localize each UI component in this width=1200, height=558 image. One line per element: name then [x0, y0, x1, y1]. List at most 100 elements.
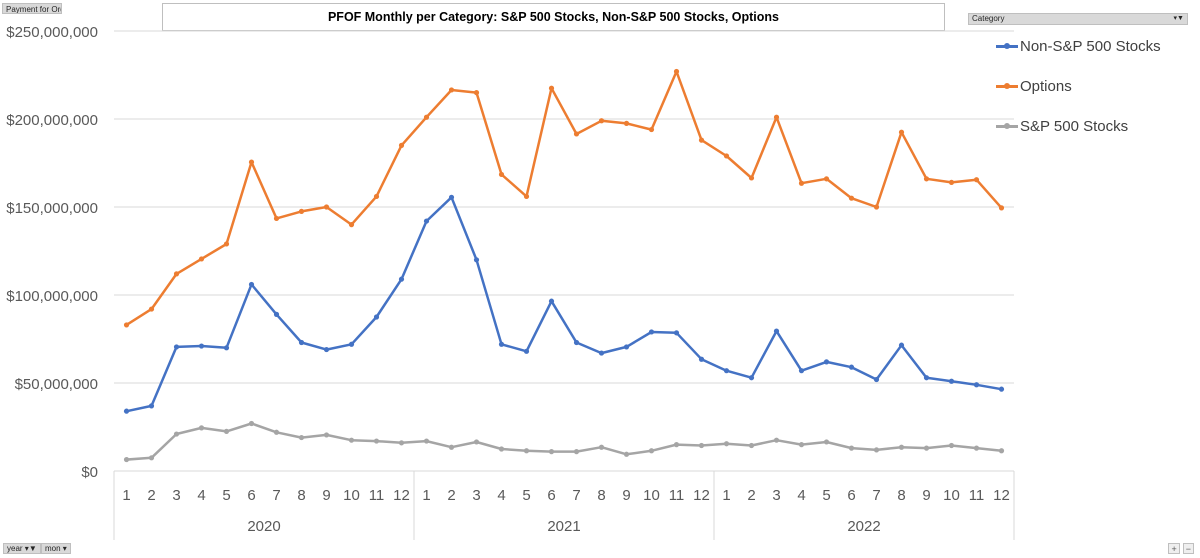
data-point: [448, 444, 455, 450]
filter-dropdown-icon: ▾▼: [1173, 15, 1184, 22]
x-tick-label: 7: [872, 487, 880, 504]
x-tick-label: 12: [693, 487, 710, 504]
legend-label: Non-S&P 500 Stocks: [1020, 37, 1161, 55]
data-point: [573, 131, 580, 137]
data-point: [448, 194, 455, 200]
filter-icon: ▾▼: [24, 544, 37, 553]
gridlines: [114, 30, 1014, 472]
data-point: [623, 344, 630, 350]
y-tick-label: $100,000,000: [6, 288, 98, 305]
data-point: [748, 375, 755, 381]
legend-label: S&P 500 Stocks: [1020, 117, 1129, 135]
legend-item-sp500[interactable]: S&P 500 Stocks: [996, 116, 1128, 136]
data-point: [298, 208, 305, 214]
x-tick-label: 6: [547, 487, 555, 504]
data-point: [273, 215, 280, 222]
x-tick-label: 3: [472, 487, 480, 504]
data-point: [223, 428, 230, 434]
data-point: [998, 386, 1005, 392]
y-tick-label: $250,000,000: [6, 24, 98, 41]
series-line: [126, 422, 1002, 461]
data-point: [348, 341, 355, 347]
data-point: [673, 68, 680, 75]
expand-button[interactable]: +: [1168, 543, 1180, 554]
data-point: [798, 180, 805, 186]
data-point: [198, 256, 205, 262]
data-point: [648, 126, 655, 133]
data-point: [923, 445, 930, 451]
x-tick-label: 5: [822, 487, 830, 504]
x-tick-label: 9: [922, 487, 930, 504]
data-point: [648, 329, 655, 335]
x-tick-label: 5: [222, 487, 230, 504]
data-point: [573, 449, 580, 455]
month-filter-button[interactable]: mon ▾: [41, 543, 71, 554]
data-point: [323, 204, 330, 210]
data-point: [773, 114, 780, 120]
year-label: 2022: [847, 518, 880, 535]
x-tick-label: 2: [147, 487, 155, 504]
collapse-button[interactable]: −: [1182, 543, 1194, 554]
series-0: [123, 194, 1005, 414]
data-point: [823, 359, 830, 365]
data-point: [723, 153, 730, 159]
data-point: [973, 177, 980, 183]
data-point: [223, 241, 230, 247]
series-line: [126, 196, 1002, 413]
data-point: [898, 444, 905, 450]
data-point: [298, 339, 305, 346]
data-point: [248, 420, 255, 427]
y-tick-label: $200,000,000: [6, 112, 98, 129]
data-point: [123, 322, 130, 328]
data-point: [598, 350, 605, 356]
data-point: [723, 441, 730, 447]
data-point: [948, 442, 955, 449]
month-filter-label: mon: [45, 544, 61, 553]
x-tick-label: 5: [522, 487, 530, 504]
data-point: [623, 451, 630, 457]
data-point: [398, 276, 405, 282]
data-point: [248, 159, 255, 165]
x-tick-label: 10: [643, 487, 660, 504]
category-filter-button[interactable]: Category ▾▼: [968, 13, 1188, 25]
data-point: [298, 434, 305, 441]
data-point: [123, 456, 130, 463]
x-tick-label: 1: [722, 487, 730, 504]
year-filter-button[interactable]: year ▾▼: [3, 543, 41, 554]
data-point: [398, 440, 405, 446]
x-tick-label: 10: [943, 487, 960, 504]
x-tick-label: 4: [497, 487, 505, 504]
value-field-button[interactable]: Payment for Order Flow: [2, 3, 62, 14]
data-point: [598, 444, 605, 450]
dropdown-icon: ▾: [62, 544, 67, 553]
x-tick-label: 10: [343, 487, 360, 504]
data-point: [998, 448, 1005, 454]
data-point: [223, 345, 230, 351]
x-tick-label: 11: [369, 487, 385, 504]
data-point: [823, 439, 830, 445]
data-point: [373, 193, 380, 200]
data-point: [498, 341, 505, 347]
x-tick-label: 9: [322, 487, 330, 504]
data-point: [523, 448, 530, 454]
x-tick-label: 6: [847, 487, 855, 504]
data-point: [698, 137, 705, 143]
data-point: [373, 314, 380, 320]
data-point: [598, 118, 605, 124]
data-point: [148, 455, 155, 461]
data-point: [848, 195, 855, 201]
x-tick-label: 1: [422, 487, 430, 504]
x-tick-label: 8: [597, 487, 605, 504]
legend-item-options[interactable]: Options: [996, 76, 1072, 96]
data-point: [523, 348, 530, 354]
year-label: 2021: [547, 518, 580, 535]
data-point: [398, 142, 405, 148]
data-point: [273, 429, 280, 435]
legend-item-non-sp500[interactable]: Non-S&P 500 Stocks: [996, 36, 1161, 56]
data-point: [723, 368, 730, 374]
data-point: [348, 437, 355, 443]
data-point: [273, 311, 280, 317]
data-point: [773, 437, 780, 443]
data-point: [923, 176, 930, 182]
